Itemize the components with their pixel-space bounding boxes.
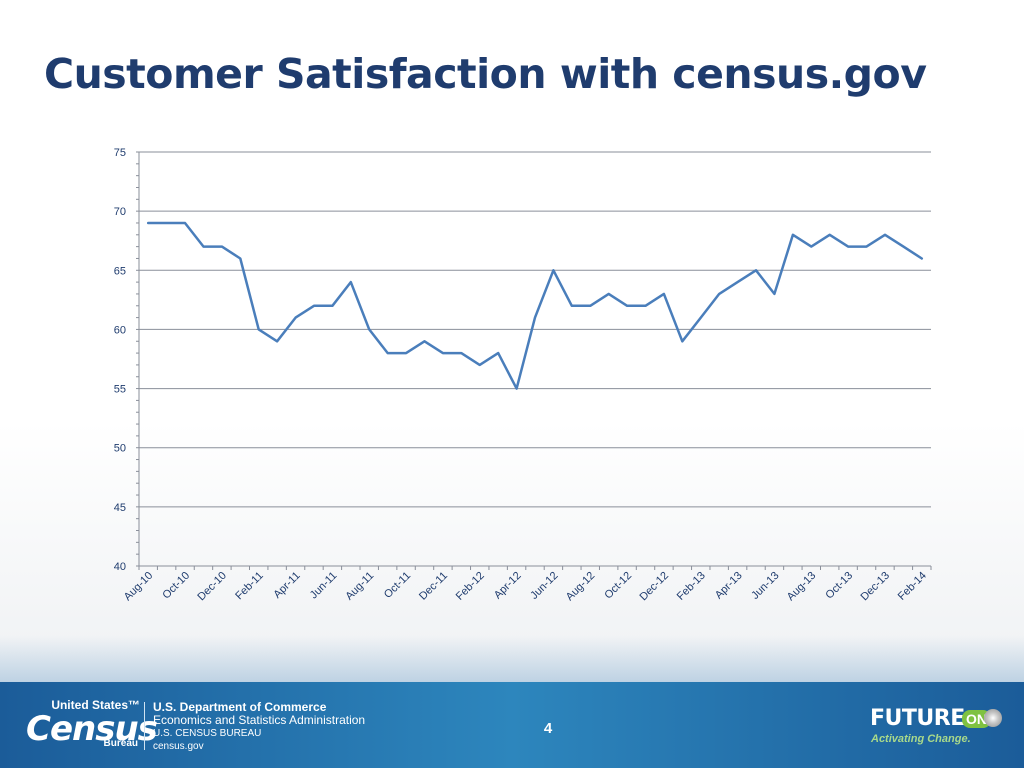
bureau-name: U.S. CENSUS BUREAU (153, 728, 262, 739)
x-tick-label: Jun-11 (308, 570, 340, 602)
x-tick-label: Aug-12 (564, 570, 598, 604)
footer-divider (144, 702, 145, 750)
y-tick-label: 70 (114, 206, 126, 218)
x-tick-label: Feb-12 (454, 570, 487, 603)
administration-name: Economics and Statistics Administration (153, 713, 366, 727)
x-tick-label: Aug-11 (343, 570, 376, 603)
slide-title: Customer Satisfaction with census.gov (44, 50, 927, 98)
x-tick-label: Feb-11 (233, 570, 266, 603)
disc-icon (984, 709, 1002, 727)
x-tick-label: Oct-12 (602, 570, 634, 602)
y-tick-label: 75 (114, 147, 126, 159)
page-number: 4 (543, 720, 553, 737)
y-tick-label: 50 (114, 443, 126, 455)
x-tick-label: Jun-13 (749, 570, 781, 602)
x-tick-label: Aug-13 (785, 570, 819, 604)
x-tick-label: Dec-11 (417, 570, 450, 603)
y-tick-label: 60 (114, 324, 126, 336)
x-tick-label: Dec-12 (637, 570, 671, 604)
y-tick-label: 45 (114, 502, 126, 514)
future-on-logo: FUTURE ON Activating Change. (870, 706, 1010, 750)
y-tick-label: 55 (114, 384, 126, 396)
x-tick-label: Aug-10 (122, 570, 156, 604)
x-tick-label: Jun-12 (528, 570, 560, 602)
x-tick-label: Oct-10 (160, 570, 192, 602)
census-bureau-logo: United States™ Census Bureau (26, 698, 158, 749)
x-tick-label: Apr-12 (492, 570, 524, 602)
y-tick-label: 40 (114, 561, 126, 573)
x-tick-label: Oct-11 (382, 570, 413, 601)
website-text: census.gov (153, 741, 204, 752)
x-tick-label: Dec-10 (195, 570, 229, 604)
x-tick-label: Apr-11 (271, 570, 302, 601)
y-tick-label: 65 (114, 265, 126, 277)
x-tick-label: Oct-13 (823, 570, 855, 602)
department-block: U.S. Department of Commerce Economics an… (153, 701, 365, 753)
skyline-decoration (0, 636, 1024, 682)
satisfaction-line-chart: 40 45 50 55 60 65 70 75 Aug-10 Oct-10 Dec-10 Feb-11… (114, 147, 932, 604)
x-tick-label: Apr-13 (713, 570, 745, 602)
x-tick-label: Feb-13 (675, 570, 708, 603)
footer-bar: United States™ Census Bureau U.S. Depart… (0, 682, 1024, 768)
series-line (146, 221, 924, 390)
x-tick-label: Dec-13 (859, 570, 893, 604)
x-tick-label: Feb-14 (896, 570, 929, 603)
department-name: U.S. Department of Commerce (153, 700, 327, 714)
